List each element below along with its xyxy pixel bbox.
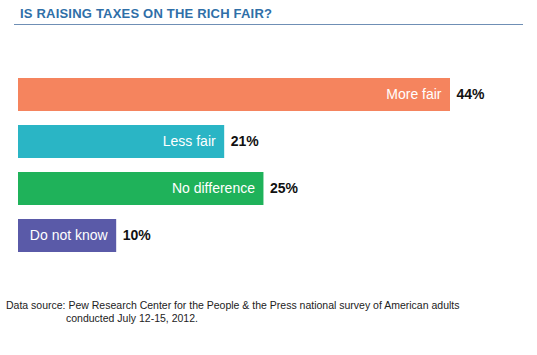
svg-text:25%: 25% <box>270 180 299 196</box>
svg-text:21%: 21% <box>231 133 260 149</box>
svg-text:More fair: More fair <box>386 86 442 102</box>
html-text:IS RAISING TAXES ON THE RICH F: IS RAISING TAXES ON THE RICH FAIR? <box>20 6 273 21</box>
svg-text:Less fair: Less fair <box>163 133 216 149</box>
svg-text:No difference: No difference <box>172 180 255 196</box>
svg-text:10%: 10% <box>123 227 152 243</box>
svg-text:44%: 44% <box>457 86 486 102</box>
svg-text:Do not know: Do not know <box>30 227 109 243</box>
html-text:Data source: Pew Research Cent: Data source: Pew Research Center for the… <box>6 299 460 324</box>
